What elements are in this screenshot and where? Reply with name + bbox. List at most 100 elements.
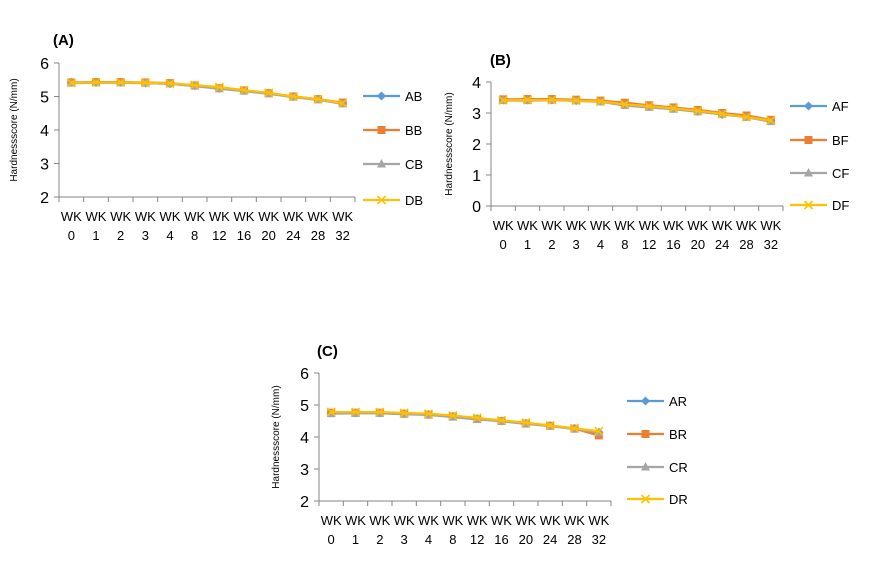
- y-axis-title: Hardnessscore (N/mm): [9, 78, 20, 181]
- data-point: [338, 98, 348, 108]
- data-point: [214, 82, 224, 92]
- y-axis-title: Hardnessscore (N/mm): [444, 92, 455, 195]
- x-tick-line: 16: [494, 532, 508, 547]
- x-tick-line: WK: [394, 513, 415, 528]
- x-tick-line: 8: [621, 237, 628, 252]
- data-point: [448, 410, 458, 421]
- x-stroke: [571, 96, 581, 106]
- x-tick-label: WK 0: [61, 209, 82, 243]
- data-point: [644, 101, 654, 111]
- data-point: [91, 77, 101, 87]
- x-tick-label: WK 8: [442, 513, 463, 547]
- x-tick-line: WK: [61, 209, 82, 224]
- legend-item-AF: AF: [790, 99, 849, 114]
- x-stroke: [693, 106, 703, 116]
- legend-item-BF: BF: [790, 133, 849, 148]
- y-tick-label: 2: [40, 190, 49, 207]
- data-point: [498, 95, 508, 105]
- legend-label: AB: [405, 89, 422, 104]
- diamond-icon: [804, 101, 813, 111]
- data-point: [399, 408, 409, 418]
- data-point: [521, 418, 531, 428]
- data-point: [66, 78, 76, 88]
- x-stroke: [521, 418, 531, 428]
- x-tick-label: WK 3: [135, 209, 156, 243]
- x-tick-label: WK 0: [493, 218, 514, 252]
- x-stroke: [423, 409, 434, 419]
- panel-label: (A): [53, 32, 74, 49]
- x-tick-label: WK 4: [418, 513, 439, 547]
- x-tick-line: WK: [184, 209, 205, 224]
- x-tick-line: 2: [376, 532, 383, 547]
- x-tick-label: WK 12: [467, 513, 488, 547]
- legend-item-CB: CB: [363, 157, 423, 172]
- x-tick-line: WK: [614, 218, 635, 233]
- x-tick-label: WK 16: [491, 513, 512, 547]
- data-point: [264, 88, 274, 98]
- data-point: [239, 85, 249, 95]
- diamond-icon: [641, 396, 650, 406]
- x-tick-line: 4: [425, 532, 432, 547]
- x-tick-line: 20: [261, 228, 275, 243]
- x-tick-line: WK: [110, 209, 131, 224]
- x-tick-label: WK 3: [566, 218, 587, 252]
- x-tick-line: WK: [566, 218, 587, 233]
- x-tick-line: WK: [491, 513, 512, 528]
- legend-item-BB: BB: [363, 123, 422, 138]
- x-tick-line: WK: [736, 218, 757, 233]
- x-tick-line: 1: [92, 228, 99, 243]
- x-stroke: [569, 423, 580, 433]
- x-tick-line: 3: [573, 237, 580, 252]
- x-tick-line: 32: [335, 228, 349, 243]
- x-stroke: [766, 115, 776, 126]
- x-tick-line: WK: [442, 513, 463, 528]
- data-point: [571, 96, 581, 106]
- x-tick-line: 1: [524, 237, 531, 252]
- data-point: [423, 409, 434, 419]
- legend-item-CF: CF: [790, 166, 849, 181]
- x-stroke: [116, 77, 126, 87]
- x-tick-label: WK 12: [639, 218, 660, 252]
- x-tick-label: WK 2: [110, 209, 131, 243]
- x-stroke: [91, 77, 101, 87]
- x-tick-label: WK 20: [258, 209, 279, 243]
- data-point: [668, 103, 679, 113]
- legend-item-DR: DR: [627, 492, 688, 507]
- x-tick-line: 32: [764, 237, 778, 252]
- x-tick-label: WK 1: [517, 218, 538, 252]
- x-tick-label: WK 28: [308, 209, 329, 243]
- x-tick-line: WK: [590, 218, 611, 233]
- x-stroke: [350, 407, 361, 417]
- series-line: [71, 81, 343, 105]
- x-stroke: [741, 112, 752, 122]
- x-tick-line: WK: [760, 218, 781, 233]
- legend-item-BR: BR: [627, 427, 687, 442]
- x-tick-line: 24: [715, 237, 729, 252]
- x-stroke: [545, 420, 555, 431]
- y-tick-label: 6: [40, 56, 49, 73]
- x-tick-line: WK: [588, 513, 609, 528]
- x-tick-line: 0: [500, 237, 507, 252]
- x-tick-line: WK: [517, 218, 538, 233]
- x-stroke: [399, 408, 409, 418]
- x-tick-line: 16: [666, 237, 680, 252]
- x-tick-line: 1: [352, 532, 359, 547]
- series-DB: [66, 77, 348, 108]
- triangle-icon: [377, 159, 386, 168]
- x-tick-line: WK: [639, 218, 660, 233]
- x-tick-label: WK 1: [345, 513, 366, 547]
- legend-label: DB: [405, 193, 423, 208]
- diamond-icon: [377, 91, 386, 101]
- x-stroke: [165, 78, 175, 89]
- legend-label: DF: [832, 198, 849, 213]
- data-point: [569, 423, 580, 433]
- x-tick-label: WK 16: [234, 209, 255, 243]
- x-tick-label: WK 28: [736, 218, 757, 252]
- legend-label: AF: [832, 99, 849, 114]
- data-point: [140, 78, 150, 88]
- x-stroke: [620, 99, 630, 109]
- data-point: [717, 109, 727, 119]
- x-stroke: [214, 82, 224, 92]
